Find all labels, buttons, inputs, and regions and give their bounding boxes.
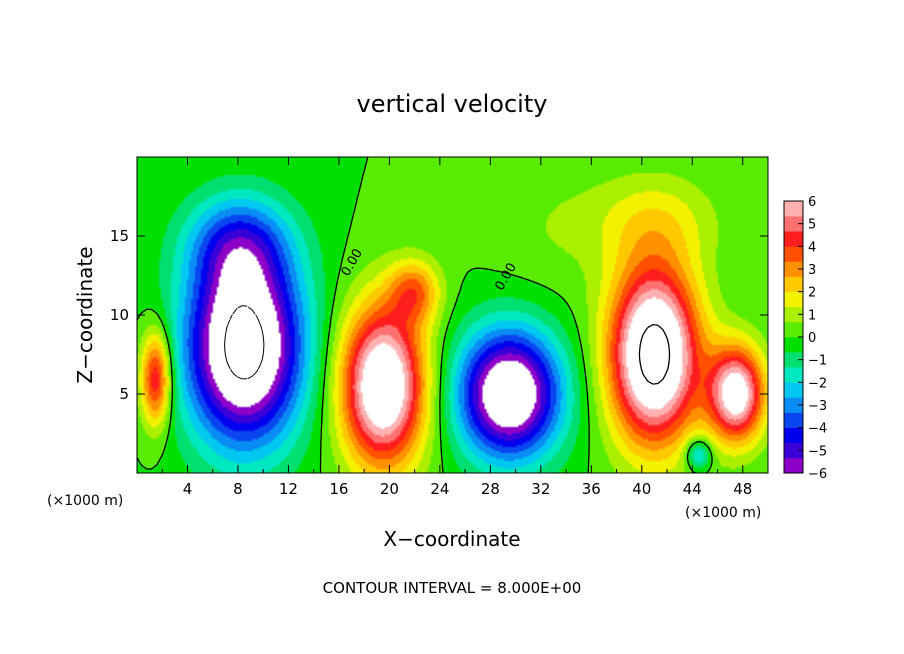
- colorbar-tick-label: −3: [808, 399, 827, 414]
- x-tick-label: 8: [233, 480, 243, 498]
- velocity-field: [137, 157, 768, 473]
- y-tick-label: 10: [110, 306, 129, 324]
- x-unit-label-right: (×1000 m): [685, 505, 761, 521]
- colorbar-tick-label: 5: [808, 218, 816, 233]
- contour-negative: [224, 305, 265, 380]
- colorbar-swatch: [784, 337, 803, 353]
- x-tick-label: 48: [733, 480, 752, 498]
- x-unit-label-left: (×1000 m): [47, 493, 123, 509]
- colorbar-swatch: [784, 352, 803, 368]
- x-tick-label: 12: [279, 480, 298, 498]
- x-tick-label: 36: [582, 480, 601, 498]
- colorbar-swatch: [784, 291, 803, 308]
- x-tick-label: 4: [183, 480, 193, 498]
- colorbar-swatch: [784, 442, 803, 459]
- colorbar-tick-label: 6: [808, 195, 816, 210]
- x-tick-label: 40: [632, 480, 651, 498]
- y-tick-label: 15: [110, 227, 129, 245]
- colorbar: 6 5 4 3 2 1 0 −1 −2 −3 −4 −5 −6: [783, 195, 827, 482]
- colorbar-tick-label: −6: [808, 467, 827, 482]
- x-tick-label: 16: [329, 480, 348, 498]
- colorbar-tick-label: 3: [808, 263, 816, 278]
- colorbar-swatch: [784, 201, 803, 217]
- chart-title: vertical velocity: [357, 90, 548, 118]
- colorbar-tick-label: 4: [808, 240, 816, 255]
- colorbar-tick-label: −5: [808, 444, 827, 459]
- colorbar-swatch: [784, 367, 803, 383]
- colorbar-swatch: [784, 412, 803, 428]
- colorbar-swatch: [784, 306, 803, 323]
- contour-interval-footer: CONTOUR INTERVAL = 8.000E+00: [323, 579, 582, 597]
- colorbar-swatch: [784, 276, 803, 292]
- colorbar-swatch: [784, 397, 803, 413]
- colorbar-swatch: [784, 382, 803, 398]
- colorbar-tick-label: −4: [808, 422, 827, 437]
- colorbar-swatch: [784, 261, 803, 277]
- colorbar-swatch: [784, 321, 803, 338]
- x-tick-label: 24: [430, 480, 449, 498]
- x-tick-label: 20: [380, 480, 399, 498]
- colorbar-swatch: [784, 246, 803, 262]
- x-axis-label: X−coordinate: [383, 527, 520, 551]
- colorbar-swatch: [784, 231, 803, 247]
- colorbar-swatch: [784, 457, 803, 474]
- colorbar-tick-label: 1: [808, 308, 816, 323]
- y-tick-label: 5: [119, 385, 129, 403]
- x-tick-label: 32: [531, 480, 550, 498]
- colorbar-swatch: [784, 216, 803, 232]
- y-axis-ticks: 5 10 15: [110, 227, 768, 403]
- colorbar-tick-label: −2: [808, 376, 827, 391]
- x-tick-label: 28: [481, 480, 500, 498]
- y-axis-label: Z−coordinate: [73, 246, 97, 383]
- contour-line: [136, 156, 713, 474]
- x-axis-ticks: 4 8 12 16 20 24 28 32 36 40 44 48: [161, 157, 752, 498]
- colorbar-tick-label: 0: [808, 331, 816, 346]
- contour-line: [638, 323, 671, 385]
- colorbar-tick-label: −1: [808, 354, 827, 369]
- colorbar-tick-label: 2: [808, 286, 816, 301]
- x-tick-label: 44: [683, 480, 702, 498]
- colorbar-swatch: [784, 427, 803, 444]
